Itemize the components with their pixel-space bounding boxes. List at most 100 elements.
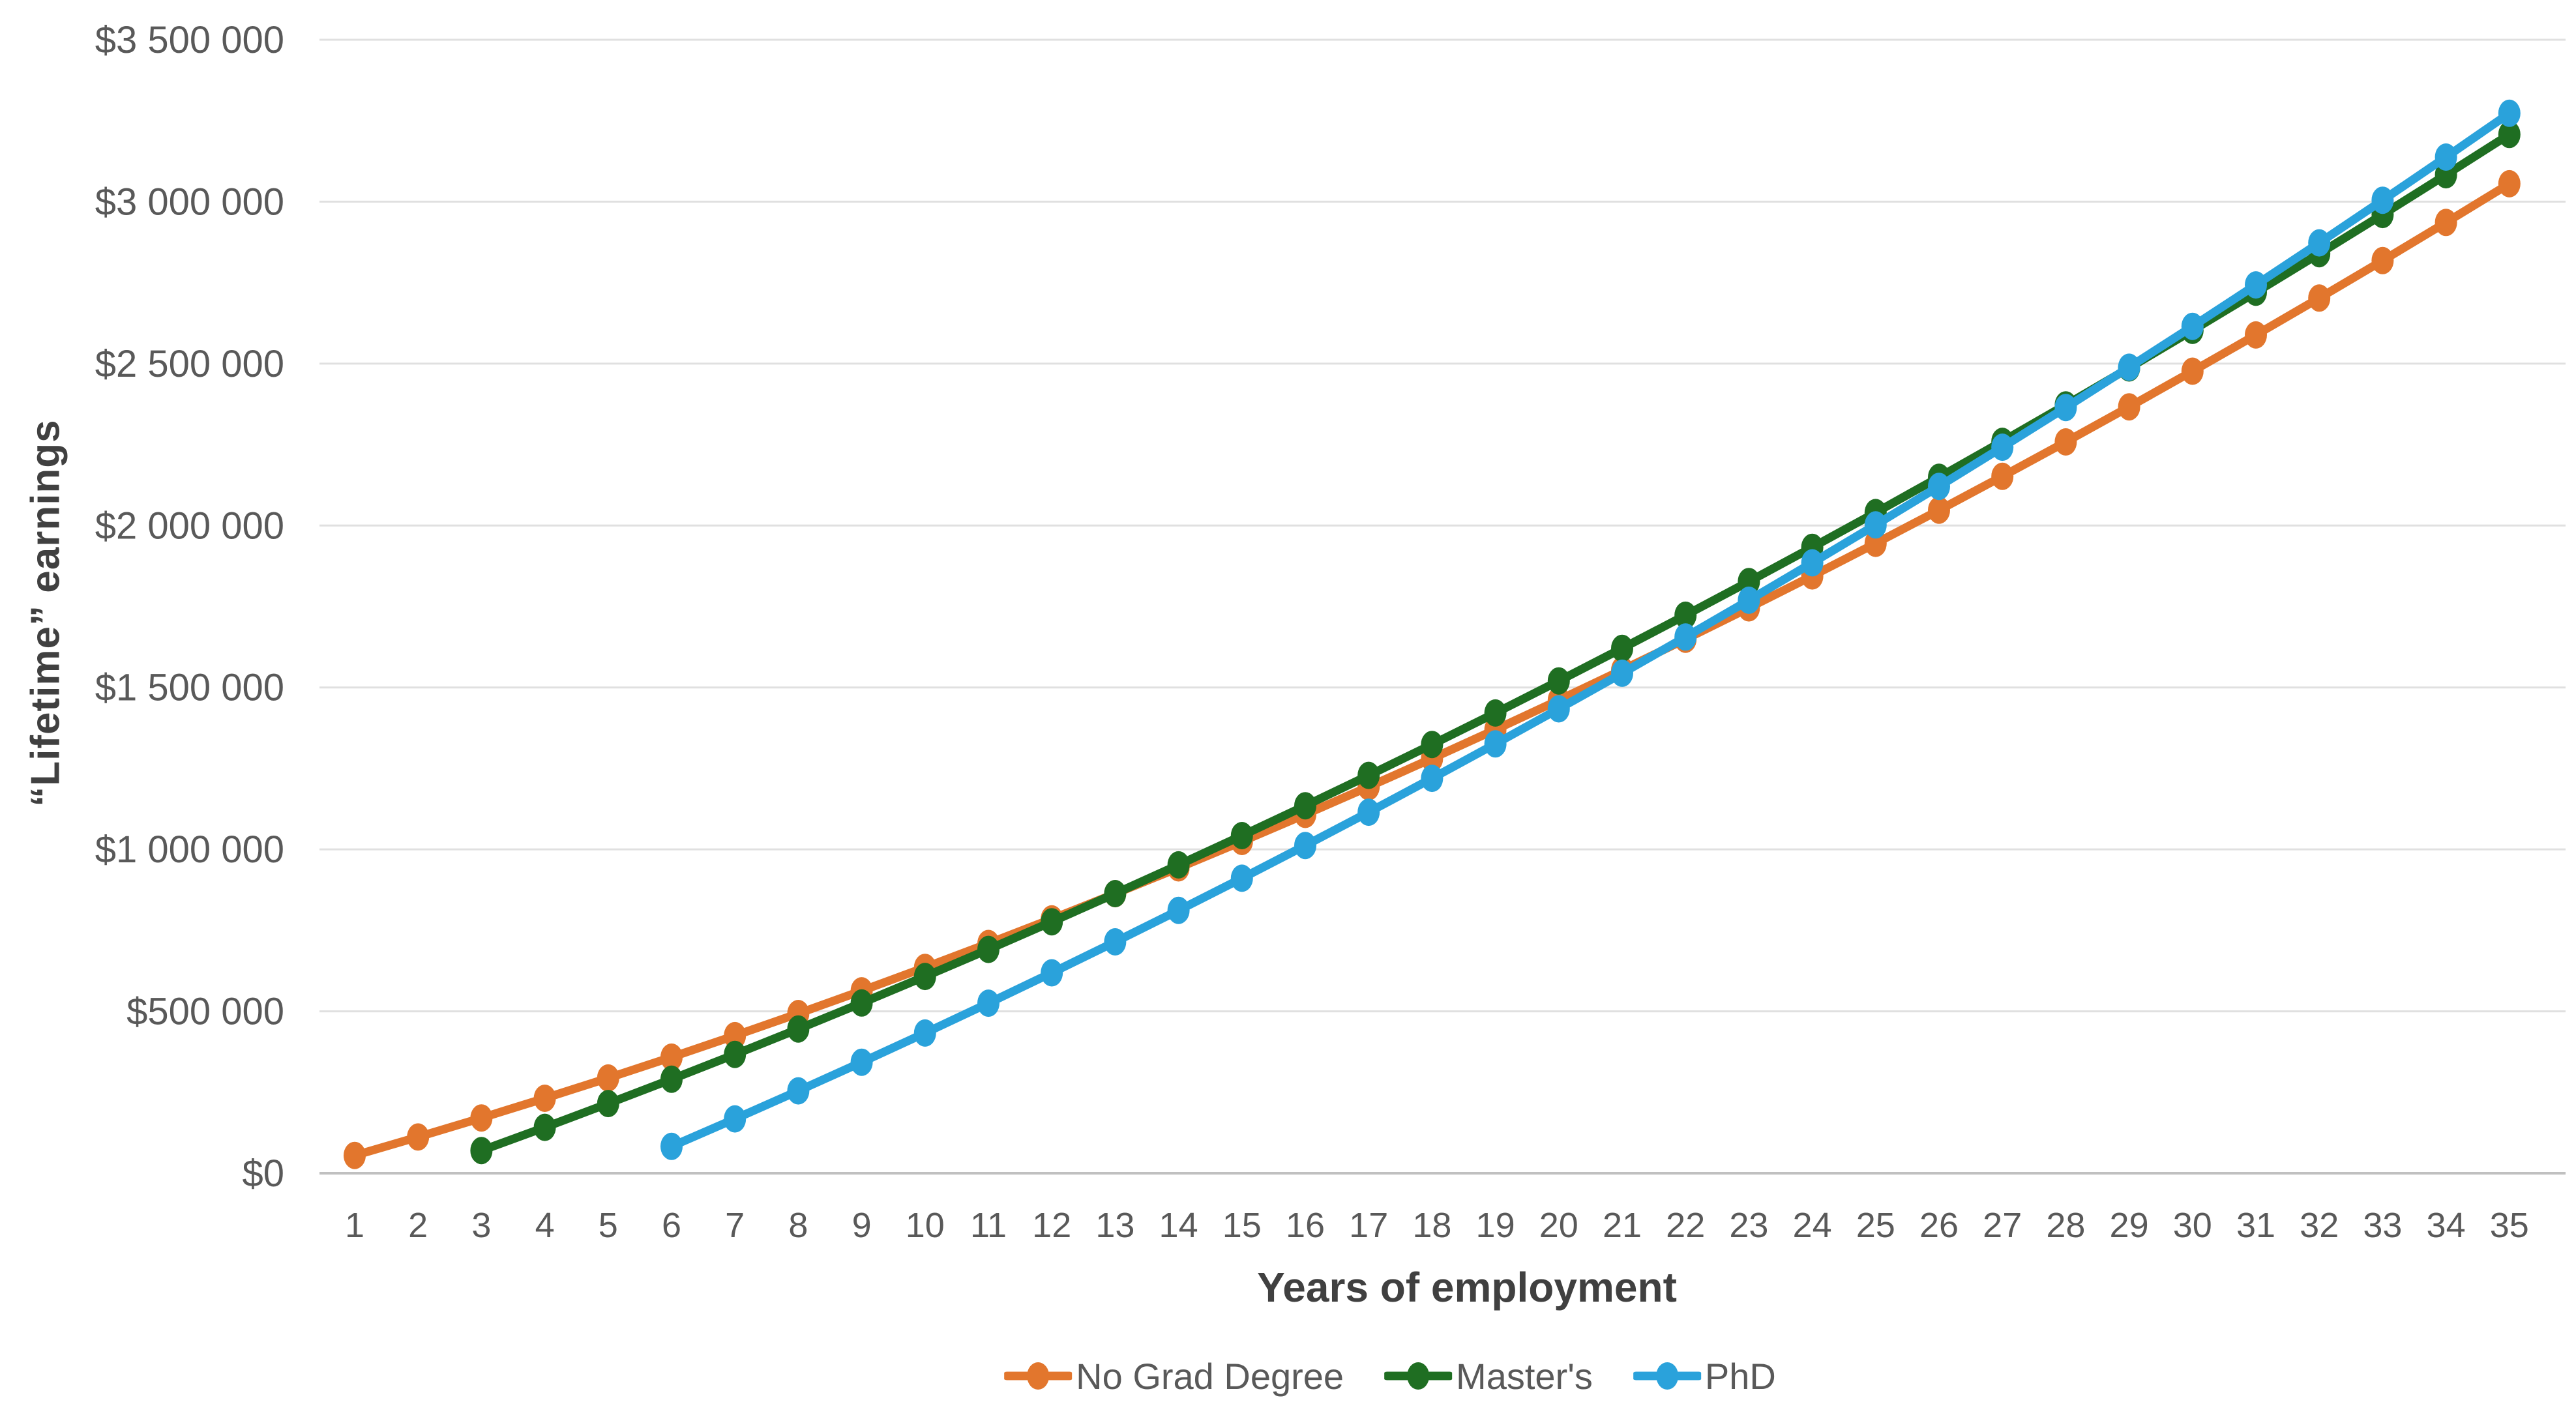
data-point-phd — [1104, 928, 1127, 956]
data-point-master-s — [1484, 699, 1507, 727]
data-point-no-grad-degree — [344, 1141, 366, 1169]
data-point-phd — [1547, 695, 1570, 723]
x-tick-label: 27 — [1983, 1206, 2022, 1245]
x-tick-label: 28 — [2046, 1206, 2085, 1245]
x-tick-label: 25 — [1856, 1206, 1895, 1245]
x-tick-label: 5 — [599, 1206, 618, 1245]
data-point-phd — [2118, 353, 2140, 381]
legend-item-master-s: Master's — [1384, 1354, 1593, 1397]
y-tick-label: $3 500 000 — [95, 19, 284, 61]
x-tick-label: 4 — [535, 1206, 555, 1245]
x-tick-label: 13 — [1095, 1206, 1134, 1245]
data-point-phd — [977, 989, 999, 1017]
series-line-phd — [667, 109, 2514, 1151]
x-tick-label: 10 — [906, 1206, 945, 1245]
x-tick-label: 19 — [1476, 1206, 1515, 1245]
data-point-phd — [1864, 511, 1887, 539]
x-tick-label: 21 — [1603, 1206, 1642, 1245]
data-point-master-s — [977, 935, 999, 963]
x-tick-label: 35 — [2490, 1206, 2529, 1245]
y-tick-label: $500 000 — [126, 991, 284, 1033]
data-point-phd — [850, 1048, 873, 1076]
data-point-no-grad-degree — [2498, 169, 2521, 197]
legend: No Grad Degree Master's PhD — [1004, 1354, 1776, 1397]
data-point-master-s — [1421, 731, 1443, 759]
legend-label: PhD — [1704, 1355, 1776, 1397]
y-tick-label: $3 000 000 — [95, 181, 284, 223]
data-point-master-s — [1294, 792, 1316, 820]
data-point-phd — [2308, 229, 2331, 257]
data-point-no-grad-degree — [407, 1123, 430, 1151]
x-tick-label: 18 — [1412, 1206, 1451, 1245]
legend-dot — [1027, 1362, 1050, 1390]
data-point-no-grad-degree — [660, 1043, 683, 1071]
x-tick-label: 33 — [2363, 1206, 2402, 1245]
x-tick-label: 9 — [852, 1206, 872, 1245]
data-point-phd — [1738, 586, 1760, 614]
legend-label: No Grad Degree — [1076, 1355, 1344, 1397]
legend-marker-icon — [1633, 1362, 1701, 1390]
data-point-master-s — [660, 1065, 683, 1093]
data-point-no-grad-degree — [533, 1085, 556, 1112]
data-point-phd — [1801, 549, 1824, 577]
data-point-master-s — [1547, 667, 1570, 695]
y-axis-title: “Lifetime” earnings — [23, 419, 68, 807]
x-tick-label: 3 — [471, 1206, 491, 1245]
legend-item-phd: PhD — [1633, 1354, 1776, 1397]
x-tick-label: 29 — [2110, 1206, 2149, 1245]
x-tick-label: 11 — [970, 1206, 1007, 1245]
data-point-phd — [1041, 959, 1063, 987]
x-tick-label: 2 — [408, 1206, 428, 1245]
data-point-phd — [1611, 659, 1633, 687]
data-point-phd — [2245, 271, 2267, 299]
data-point-phd — [1484, 730, 1507, 758]
data-point-no-grad-degree — [2118, 393, 2140, 421]
data-point-phd — [2498, 99, 2521, 127]
legend-item-no-grad-degree: No Grad Degree — [1004, 1354, 1344, 1397]
data-point-phd — [1230, 864, 1253, 892]
x-tick-label: 7 — [725, 1206, 745, 1245]
x-tick-label: 30 — [2173, 1206, 2212, 1245]
data-point-master-s — [1357, 761, 1380, 789]
data-point-no-grad-degree — [597, 1064, 619, 1092]
data-point-master-s — [850, 989, 873, 1017]
data-point-master-s — [724, 1040, 747, 1068]
data-point-no-grad-degree — [2245, 321, 2267, 349]
data-point-no-grad-degree — [2435, 209, 2457, 237]
data-point-phd — [724, 1105, 747, 1133]
data-point-phd — [1167, 896, 1190, 924]
data-point-phd — [1421, 765, 1443, 793]
data-point-phd — [2054, 394, 2077, 422]
data-point-no-grad-degree — [724, 1021, 747, 1049]
data-point-master-s — [470, 1137, 493, 1165]
data-point-phd — [1294, 832, 1316, 860]
y-tick-label: $2 500 000 — [95, 343, 284, 385]
x-tick-label: 22 — [1666, 1206, 1705, 1245]
data-point-master-s — [2498, 121, 2521, 149]
data-point-phd — [913, 1019, 936, 1047]
data-point-phd — [2181, 312, 2204, 340]
x-tick-label: 23 — [1729, 1206, 1768, 1245]
y-tick-label: $2 000 000 — [95, 504, 284, 547]
legend-label: Master's — [1456, 1355, 1593, 1397]
data-point-phd — [1991, 433, 2014, 461]
data-point-no-grad-degree — [2371, 246, 2394, 274]
data-point-no-grad-degree — [2308, 284, 2331, 312]
x-tick-label: 26 — [1919, 1206, 1959, 1245]
legend-dot — [1655, 1362, 1678, 1390]
data-point-phd — [2435, 143, 2457, 171]
x-tick-label: 31 — [2236, 1206, 2275, 1245]
data-point-master-s — [1230, 822, 1253, 849]
x-tick-label: 32 — [2300, 1206, 2339, 1245]
data-point-master-s — [1167, 851, 1190, 879]
y-tick-label: $1 000 000 — [95, 828, 284, 871]
data-point-no-grad-degree — [2181, 357, 2204, 385]
x-tick-label: 20 — [1539, 1206, 1578, 1245]
data-point-master-s — [533, 1113, 556, 1141]
data-point-phd — [1928, 473, 1950, 501]
x-tick-label: 15 — [1222, 1206, 1262, 1245]
data-point-phd — [787, 1077, 810, 1105]
y-tick-label: $0 — [242, 1152, 284, 1195]
